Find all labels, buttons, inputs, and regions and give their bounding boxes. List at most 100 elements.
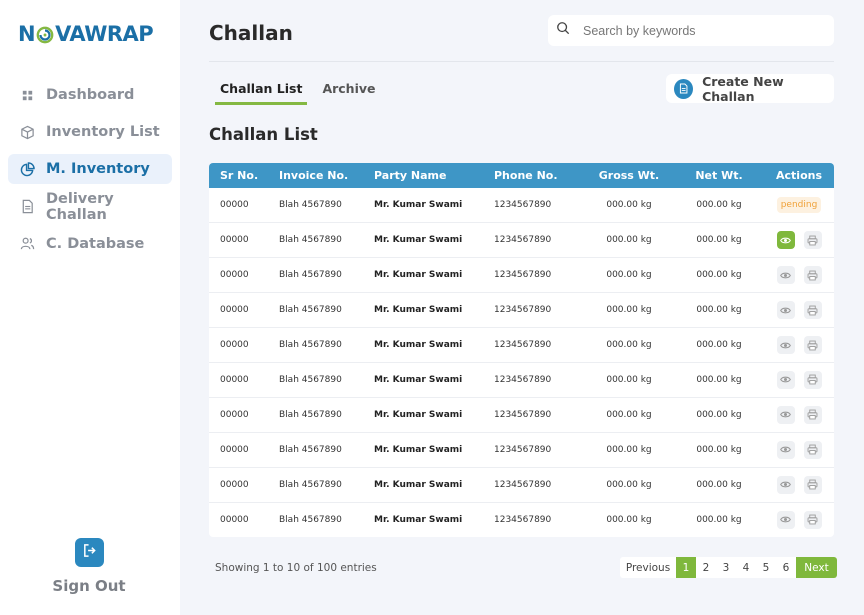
view-button[interactable]: [776, 405, 795, 424]
eye-icon: [780, 270, 791, 281]
sidebar-item-label: C. Database: [46, 235, 145, 252]
cell-gross-wt: 000.00 kg: [606, 270, 652, 281]
cell-phone-no: 1234567890: [494, 200, 552, 211]
cell-actions: [764, 397, 834, 432]
view-button[interactable]: [776, 440, 795, 459]
cell-actions: [764, 328, 834, 363]
view-button[interactable]: [776, 370, 795, 389]
cell-net-wt: 000.00 kg: [696, 514, 742, 525]
brand-logo[interactable]: N VAWRAP: [18, 22, 154, 46]
search-bar[interactable]: [548, 15, 834, 46]
swirl-icon: [36, 25, 54, 44]
sidebar: N VAWRAP Dashboard Inventory List: [0, 0, 180, 615]
column-header: Party Name: [374, 169, 447, 182]
cell-phone-no: 1234567890: [494, 479, 552, 490]
printer-icon: [807, 235, 818, 246]
sidebar-item-delivery-challan[interactable]: Delivery Challan: [8, 190, 172, 223]
cell-phone-no: 1234567890: [494, 235, 552, 246]
cell-party-name: Mr. Kumar Swami: [374, 305, 463, 316]
column-header: Net Wt.: [695, 169, 743, 182]
view-button[interactable]: [776, 301, 795, 320]
print-button[interactable]: [803, 510, 822, 529]
cell-sr-no: 00000: [220, 305, 249, 316]
cell-net-wt: 000.00 kg: [696, 479, 742, 490]
eye-icon: [780, 444, 791, 455]
view-button[interactable]: [776, 475, 795, 494]
sidebar-item-label: M. Inventory: [46, 161, 150, 178]
page-button-3[interactable]: 3: [722, 561, 730, 574]
sidebar-item-label: Delivery Challan: [46, 190, 114, 223]
next-page-button[interactable]: Next: [796, 557, 837, 578]
printer-icon: [807, 409, 818, 420]
row-actions: [776, 336, 822, 354]
print-button[interactable]: [803, 405, 822, 424]
search-input[interactable]: [583, 23, 823, 38]
cell-invoice-no: Blah 4567890: [279, 444, 342, 455]
cell-gross-wt: 000.00 kg: [606, 479, 652, 490]
sign-out-label[interactable]: Sign Out: [52, 577, 126, 595]
view-button[interactable]: [776, 231, 795, 250]
cell-actions: [764, 467, 834, 502]
print-button[interactable]: [803, 370, 822, 389]
cell-gross-wt: 000.00 kg: [606, 340, 652, 350]
cell-invoice-no: Blah 4567890: [279, 235, 342, 246]
page-button-2[interactable]: 2: [702, 561, 710, 574]
tab-challan-list[interactable]: Challan List: [215, 78, 308, 105]
cell-sr-no: 00000: [220, 444, 249, 455]
row-actions: [776, 266, 822, 285]
sidebar-item-m-inventory[interactable]: M. Inventory: [8, 154, 172, 185]
cell-party-name: Mr. Kumar Swami: [374, 374, 463, 385]
view-button[interactable]: [776, 336, 795, 354]
previous-page-button[interactable]: Previous: [625, 561, 671, 574]
cell-phone-no: 1234567890: [494, 514, 552, 525]
cell-gross-wt: 000.00 kg: [606, 235, 652, 246]
sign-out-button[interactable]: [74, 538, 104, 567]
cell-net-wt: 000.00 kg: [696, 200, 742, 211]
print-button[interactable]: [803, 336, 822, 354]
cell-phone-no: 1234567890: [494, 374, 552, 385]
sidebar-item-dashboard[interactable]: Dashboard: [8, 80, 172, 110]
row-actions: [776, 231, 822, 250]
logout-icon: [82, 543, 97, 563]
row-actions: [776, 370, 822, 389]
row-actions: [776, 475, 822, 494]
cell-phone-no: 1234567890: [494, 444, 552, 455]
print-button[interactable]: [803, 475, 822, 494]
cell-invoice-no: Blah 4567890: [279, 479, 342, 490]
sidebar-item-inventory-list[interactable]: Inventory List: [8, 117, 172, 147]
tab-archive[interactable]: Archive: [322, 81, 376, 96]
column-header: Phone No.: [494, 169, 558, 182]
page-button-6[interactable]: 6: [782, 561, 790, 574]
cell-party-name: Mr. Kumar Swami: [374, 514, 463, 525]
sidebar-nav: Dashboard Inventory List M. Inventory De…: [8, 80, 172, 266]
sidebar-item-c-database[interactable]: C. Database: [8, 229, 172, 259]
page-button-5[interactable]: 5: [762, 561, 770, 574]
page-button-4[interactable]: 4: [742, 561, 750, 574]
eye-icon: [780, 514, 791, 525]
table-row: 00000 Blah 4567890 Mr. Kumar Swami 12345678…: [209, 397, 834, 433]
print-button[interactable]: [803, 266, 822, 285]
table-row: 00000 Blah 4567890 Mr. Kumar Swami 12345678…: [209, 432, 834, 468]
cell-phone-no: 1234567890: [494, 409, 552, 420]
table-row: 00000 Blah 4567890 Mr. Kumar Swami 12345678…: [209, 502, 834, 537]
cell-sr-no: 00000: [220, 374, 249, 385]
table-row: 00000 Blah 4567890 Mr. Kumar Swami 12345678…: [209, 328, 834, 363]
view-button[interactable]: [776, 266, 795, 285]
sidebar-item-label: Dashboard: [46, 87, 135, 103]
view-button[interactable]: [776, 510, 795, 529]
tab-bar: Challan List Archive: [215, 78, 391, 105]
printer-icon: [807, 374, 818, 385]
printer-icon: [807, 270, 818, 281]
print-button[interactable]: [803, 301, 822, 320]
page-button-1[interactable]: 1: [676, 557, 696, 578]
eye-icon: [780, 479, 791, 490]
cell-net-wt: 000.00 kg: [696, 270, 742, 281]
sign-out[interactable]: Sign Out: [0, 538, 178, 595]
create-new-challan-button[interactable]: Create New Challan: [666, 74, 834, 104]
print-button[interactable]: [803, 231, 822, 250]
cell-invoice-no: Blah 4567890: [279, 409, 342, 420]
cell-party-name: Mr. Kumar Swami: [374, 235, 463, 246]
print-button[interactable]: [803, 440, 822, 459]
cell-sr-no: 00000: [220, 514, 249, 525]
logo-text-right: VAWRAP: [55, 22, 154, 46]
